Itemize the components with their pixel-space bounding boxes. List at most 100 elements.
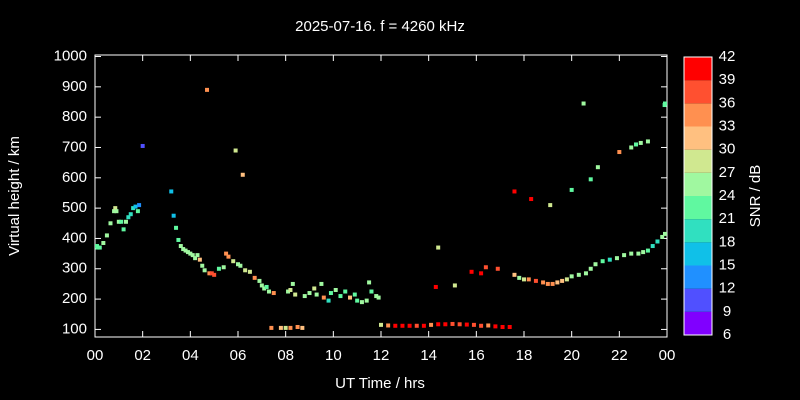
x-tick-label: 02 — [134, 347, 151, 364]
data-point — [483, 265, 488, 270]
data-point — [307, 291, 312, 296]
y-tick-label: 300 — [62, 260, 87, 277]
data-point — [169, 189, 174, 194]
colorbar-tick-label: 30 — [719, 141, 736, 158]
data-point — [205, 87, 210, 92]
data-point — [436, 245, 441, 250]
data-point — [369, 289, 374, 294]
data-point — [101, 241, 106, 245]
data-point — [569, 274, 574, 279]
data-point — [663, 231, 667, 236]
data-point — [500, 324, 505, 329]
data-point — [588, 266, 593, 271]
data-point — [421, 323, 426, 328]
data-point — [479, 271, 484, 276]
data-point — [512, 272, 517, 277]
data-point — [486, 323, 491, 328]
x-tick-label: 18 — [516, 347, 533, 364]
data-point — [576, 272, 581, 277]
data-point — [290, 281, 295, 286]
data-point — [634, 142, 639, 147]
data-point — [197, 257, 202, 262]
data-point — [367, 280, 372, 285]
data-point — [183, 248, 188, 253]
data-point — [326, 298, 331, 303]
data-point — [450, 321, 455, 326]
data-point — [236, 262, 240, 267]
plot-frame — [94, 54, 668, 338]
y-tick-label: 1000 — [54, 47, 87, 64]
y-tick-label: 700 — [62, 138, 87, 155]
data-point — [224, 251, 229, 256]
data-point — [314, 292, 319, 297]
data-point — [131, 206, 136, 211]
y-tick-label: 400 — [62, 229, 87, 246]
data-point — [97, 245, 102, 250]
data-point — [600, 259, 605, 264]
data-point — [645, 248, 650, 253]
colorbar-band — [684, 149, 712, 173]
data-point — [348, 295, 353, 300]
data-point — [443, 322, 448, 327]
data-point — [171, 213, 176, 218]
data-point — [522, 277, 526, 282]
data-point — [564, 277, 569, 282]
data-point — [638, 140, 643, 145]
data-point — [555, 280, 560, 285]
data-point — [212, 272, 217, 277]
data-point — [379, 322, 383, 327]
colorbar-label: SNR / dB — [747, 165, 764, 228]
data-point — [593, 262, 598, 267]
data-point — [200, 263, 205, 268]
data-point — [663, 101, 667, 106]
colorbar-tick-label: 42 — [719, 48, 736, 65]
data-point — [407, 323, 412, 328]
data-point — [617, 150, 622, 155]
x-tick-label: 10 — [325, 347, 342, 364]
data-point — [116, 219, 121, 224]
data-point — [140, 143, 145, 148]
data-point — [288, 288, 293, 292]
colorbar-tick-label: 18 — [719, 233, 736, 250]
data-point — [545, 281, 550, 286]
data-point — [286, 289, 291, 294]
data-point — [133, 204, 138, 209]
data-point — [512, 189, 517, 194]
y-tick-label: 600 — [62, 169, 87, 186]
data-point — [359, 300, 364, 305]
data-point — [288, 325, 293, 330]
colorbar-tick-label: 12 — [719, 280, 736, 297]
data-point — [190, 253, 195, 258]
data-point — [128, 212, 133, 217]
data-point — [436, 322, 441, 327]
x-tick-label: 20 — [563, 347, 580, 364]
x-tick-label: 12 — [373, 347, 390, 364]
data-point — [560, 278, 565, 283]
data-point — [252, 275, 257, 280]
data-point — [119, 219, 124, 224]
data-point — [495, 266, 500, 271]
data-point — [302, 294, 307, 299]
data-point — [452, 283, 457, 288]
x-tick-label: 00 — [659, 347, 676, 364]
data-point — [269, 325, 274, 330]
data-point — [176, 237, 181, 242]
data-point — [195, 253, 200, 258]
colorbar-band — [684, 126, 712, 150]
y-tick-label: 900 — [62, 78, 87, 95]
data-point — [238, 263, 243, 268]
data-point — [319, 281, 324, 286]
x-tick-label: 22 — [611, 347, 628, 364]
data-point — [469, 269, 474, 274]
data-point — [233, 148, 238, 153]
colorbar-band — [684, 196, 712, 220]
data-point — [209, 271, 214, 276]
data-point — [588, 177, 593, 182]
data-point — [400, 323, 405, 328]
data-point — [529, 197, 534, 202]
data-point — [636, 251, 641, 256]
data-point — [121, 227, 126, 232]
colorbar-band — [684, 265, 712, 289]
colorbar-band — [684, 80, 712, 104]
colorbar-tick-label: 39 — [719, 71, 736, 88]
